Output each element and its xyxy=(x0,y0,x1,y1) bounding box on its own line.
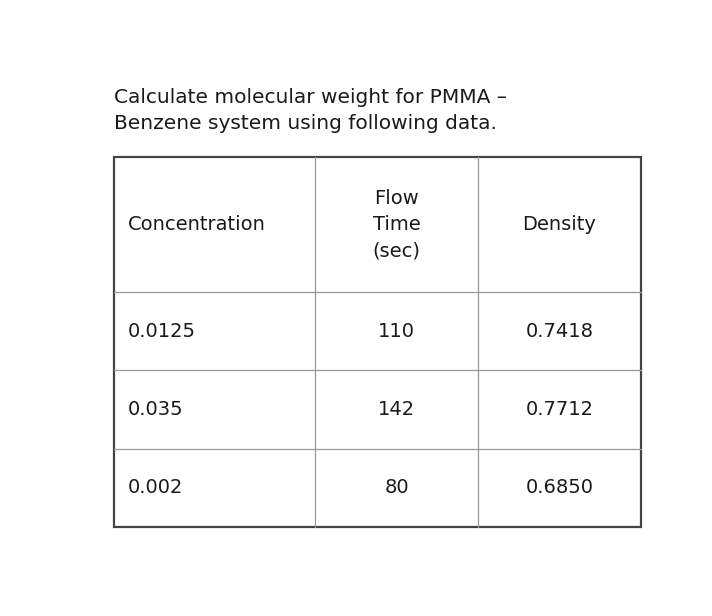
Text: 80: 80 xyxy=(384,478,409,497)
Text: 0.035: 0.035 xyxy=(127,400,183,419)
Text: 0.7418: 0.7418 xyxy=(525,322,593,341)
Text: 110: 110 xyxy=(378,322,415,341)
Text: Calculate molecular weight for PMMA –
Benzene system using following data.: Calculate molecular weight for PMMA – Be… xyxy=(114,88,507,133)
Text: 0.6850: 0.6850 xyxy=(525,478,593,497)
Text: 0.002: 0.002 xyxy=(127,478,183,497)
Text: Density: Density xyxy=(523,215,597,234)
Text: 0.7712: 0.7712 xyxy=(525,400,593,419)
Text: 0.0125: 0.0125 xyxy=(127,322,196,341)
Text: Concentration: Concentration xyxy=(127,215,266,234)
Text: Flow
Time
(sec): Flow Time (sec) xyxy=(372,188,421,261)
Text: 142: 142 xyxy=(378,400,415,419)
